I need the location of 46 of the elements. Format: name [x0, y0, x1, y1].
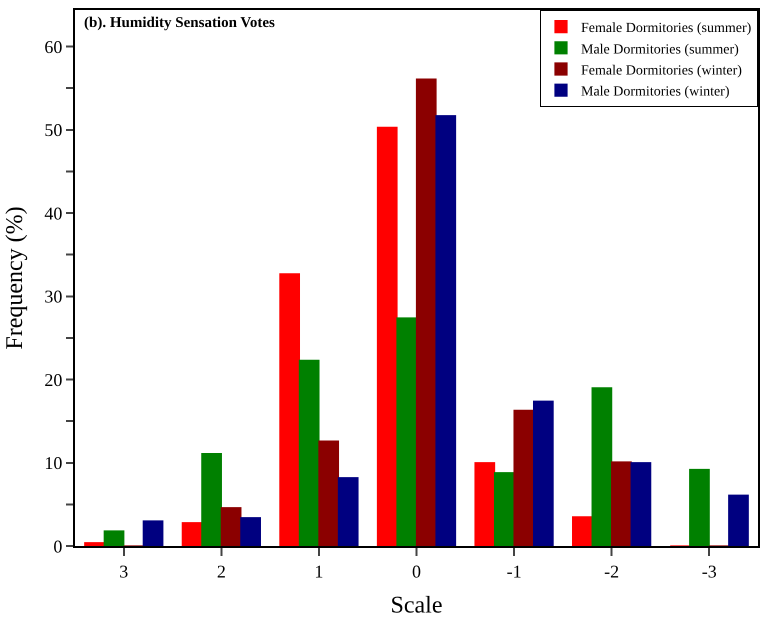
bar	[298, 360, 320, 546]
bar	[318, 440, 340, 546]
y-tick-label: 60	[44, 36, 62, 57]
bar	[532, 400, 554, 546]
bar	[338, 477, 359, 546]
bar	[513, 410, 534, 546]
y-tick-label: 10	[44, 453, 62, 474]
y-tick-label: 20	[44, 370, 62, 390]
y-tick-label: 30	[44, 286, 62, 307]
bar	[611, 461, 632, 546]
x-tick-label: -1	[506, 562, 522, 582]
legend-label: Female Dormitories (winter)	[581, 63, 742, 78]
x-tick-label: 3	[119, 562, 128, 582]
chart-title: (b). Humidity Sensation Votes	[84, 15, 276, 31]
x-tick-label: 1	[314, 562, 324, 582]
bar	[201, 453, 222, 546]
bar	[182, 522, 202, 546]
bar	[572, 516, 593, 546]
bar	[494, 472, 515, 546]
x-tick-label: -2	[604, 562, 620, 582]
bar	[728, 494, 749, 546]
x-tick-label: 2	[216, 562, 226, 582]
bar	[240, 517, 261, 546]
bar	[630, 462, 652, 546]
bar	[279, 273, 300, 546]
bar	[435, 115, 456, 546]
bar	[142, 520, 164, 546]
bar	[220, 507, 242, 546]
bar	[104, 530, 124, 546]
x-tick-label: 0	[412, 562, 421, 582]
y-axis-title: Frequency (%)	[2, 206, 28, 350]
bar	[689, 468, 710, 546]
bar	[84, 542, 105, 546]
y-tick-label: 40	[44, 203, 62, 224]
x-tick-label: -3	[702, 562, 717, 582]
x-axis-title: Scale	[390, 592, 442, 618]
bar	[474, 462, 496, 546]
bar	[592, 387, 612, 546]
legend-label: Male Dormitories (winter)	[581, 84, 730, 100]
legend-label: Female Dormitories (summer)	[581, 21, 752, 36]
bar	[376, 126, 398, 546]
y-tick-label: 50	[44, 120, 62, 140]
bar	[416, 78, 437, 546]
bar	[396, 317, 418, 546]
y-tick-label: 0	[53, 536, 62, 556]
legend-label: Male Dormitories (summer)	[581, 42, 740, 58]
